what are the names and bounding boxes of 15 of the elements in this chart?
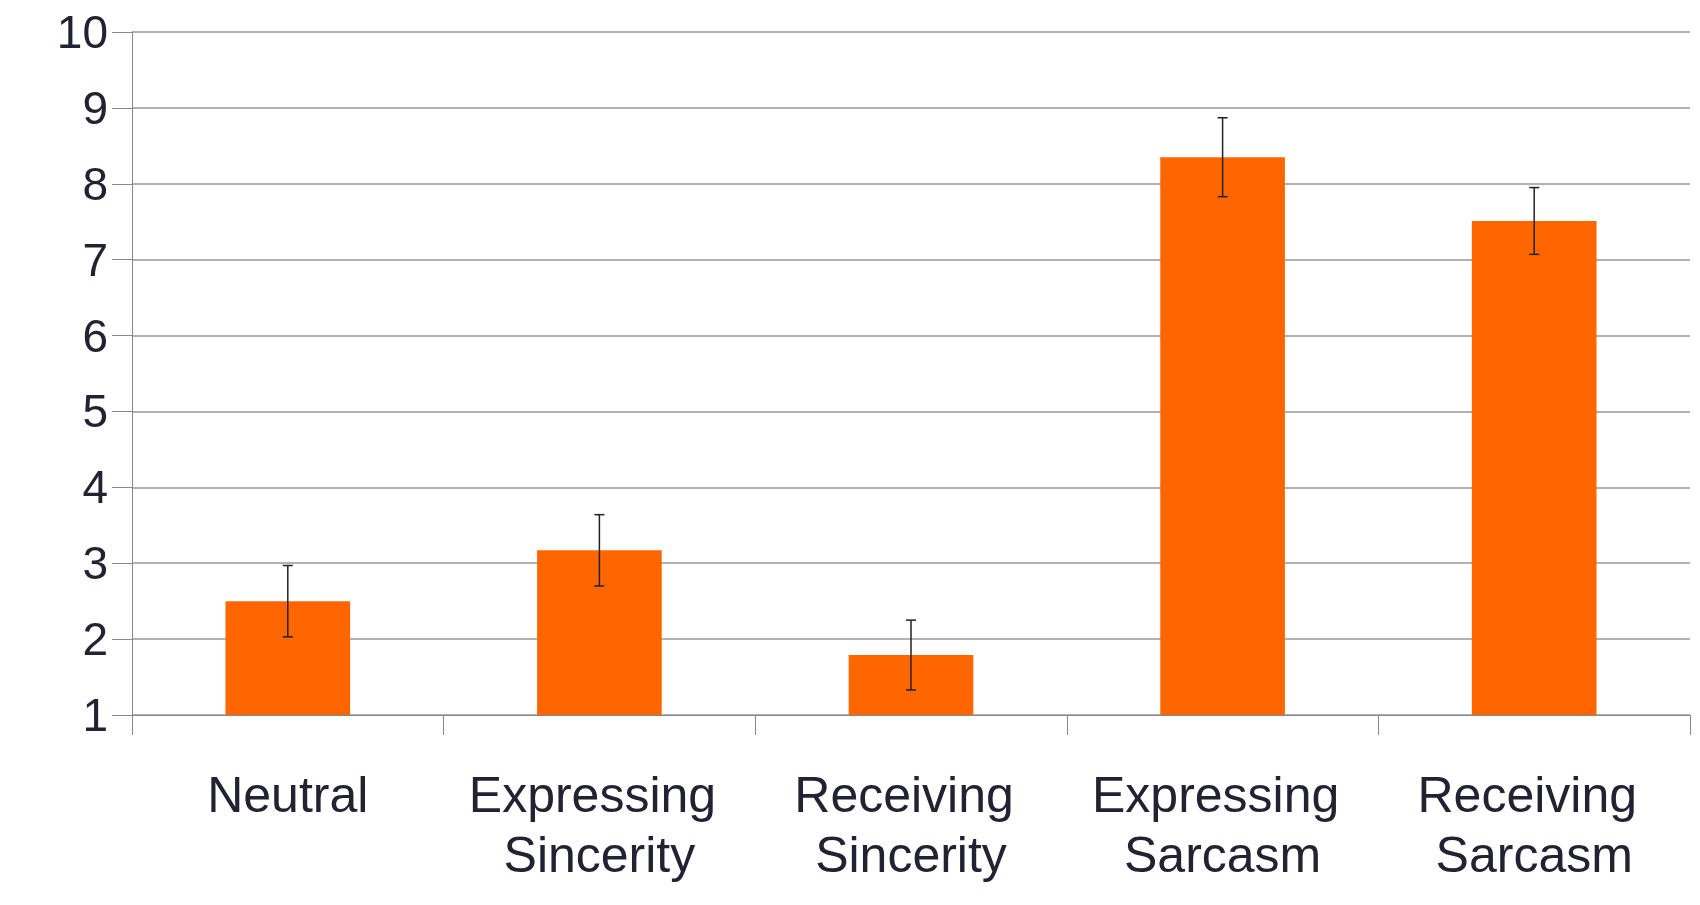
- y-tick-label: 5: [82, 385, 108, 438]
- y-tick-label: 9: [82, 81, 108, 134]
- y-tick-label: 1: [82, 689, 108, 741]
- y-tick-label: 7: [82, 233, 108, 286]
- x-tick-label: Receiving Sarcasm: [1417, 767, 1651, 883]
- x-tick-label: Expressing Sarcasm: [1091, 767, 1354, 883]
- y-tick-label: 4: [82, 461, 108, 514]
- y-tick-label: 6: [82, 309, 108, 362]
- x-tick-label: Neutral: [207, 767, 369, 823]
- y-tick-label: 3: [82, 537, 108, 590]
- x-tick-label: Expressing Sincerity: [468, 767, 731, 883]
- y-tick-label: 2: [82, 613, 108, 666]
- y-tick-label: 10: [56, 6, 108, 58]
- y-tick-label: 8: [82, 157, 108, 210]
- x-tick-label: Receiving Sincerity: [794, 767, 1028, 883]
